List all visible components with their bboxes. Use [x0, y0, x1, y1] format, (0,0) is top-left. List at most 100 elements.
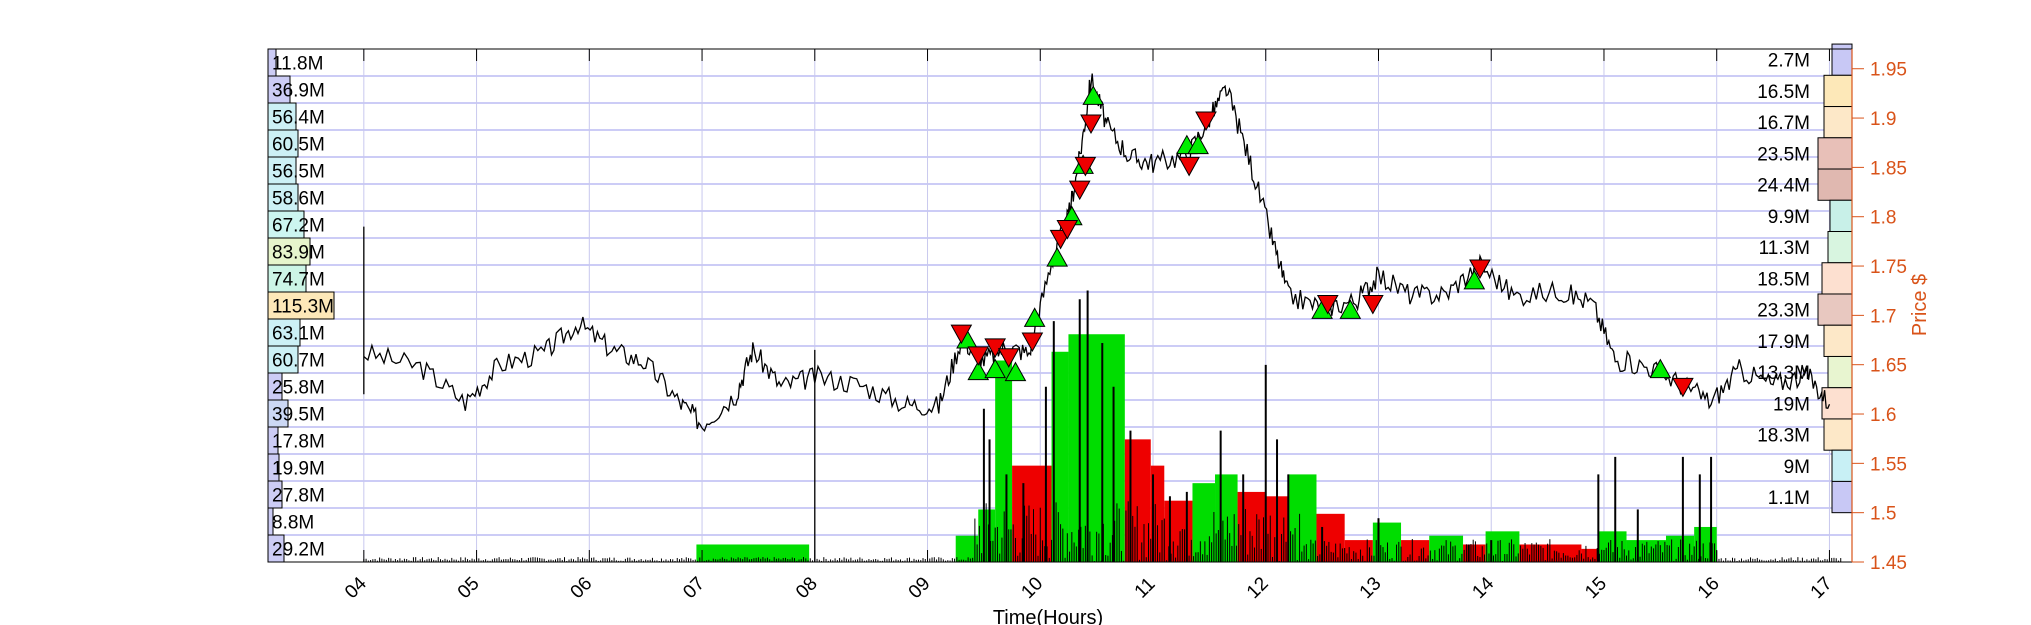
sell-marker [1056, 220, 1079, 240]
left-profile-label: 60.7M [272, 351, 325, 372]
volume-block [1694, 526, 1717, 562]
left-profile-label: 60.5M [272, 135, 325, 156]
buy-marker [967, 360, 990, 381]
buy-marker [984, 358, 1007, 379]
sell-marker [1672, 377, 1694, 398]
right-profile-label: 24.4M [1757, 176, 1810, 197]
trade-markers [950, 85, 1694, 398]
x-tick-label: 17 [1807, 573, 1837, 603]
left-volume-profile: 11.8M 36.9M 56.4M 60.5M 56.5M 58.6M 67.2M 83.9M… [267, 48, 335, 563]
x-tick-label: 09 [905, 573, 935, 603]
right-profile-bar [1823, 106, 1853, 139]
buy-marker [1046, 247, 1069, 267]
x-tick-label: 10 [1017, 573, 1047, 603]
left-profile-label: 58.6M [272, 189, 325, 210]
left-profile-label: 19.9M [272, 459, 325, 480]
right-profile-label: 17.9M [1757, 332, 1810, 353]
x-tick-label: 07 [679, 573, 709, 603]
left-profile-label: 74.7M [272, 270, 325, 291]
price-axis-title: Price $ [1909, 274, 1931, 336]
volume-block [955, 535, 979, 562]
left-profile-label: 39.5M [272, 405, 325, 426]
x-tick-label: 12 [1243, 573, 1273, 603]
volume-block [1068, 334, 1125, 562]
right-profile-bar [1821, 387, 1853, 420]
right-profile-label: 23.5M [1757, 144, 1810, 165]
right-profile-bar [1817, 168, 1853, 201]
left-profile-label: 8.8M [272, 513, 314, 534]
price-tick-label: 1.6 [1870, 405, 1896, 426]
left-profile-label: 63.1M [272, 324, 325, 345]
buy-marker [1004, 361, 1027, 382]
right-profile-bar [1821, 262, 1853, 295]
right-profile-label: 1.1M [1768, 488, 1810, 509]
left-profile-label: 115.3M [272, 297, 334, 318]
right-profile-label: 9M [1784, 457, 1810, 478]
x-tick-label: 04 [341, 573, 371, 603]
price-line [363, 73, 1831, 433]
sell-marker [1074, 156, 1097, 177]
left-profile-label: 27.8M [272, 486, 325, 507]
volume-block [1124, 439, 1151, 562]
x-tick-label: 13 [1356, 573, 1386, 603]
left-profile-label: 25.8M [272, 378, 325, 399]
sell-marker [1080, 114, 1102, 135]
price-tick-label: 1.45 [1870, 553, 1907, 574]
buy-marker [1082, 85, 1105, 105]
volume-block [1150, 465, 1165, 562]
sell-marker [1316, 295, 1339, 315]
volume-block [696, 544, 810, 562]
price-tick-label: 1.65 [1870, 356, 1907, 377]
price-tick-label: 1.55 [1870, 454, 1907, 475]
right-profile-label: 16.7M [1757, 113, 1810, 134]
left-profile-label: 56.4M [272, 108, 325, 129]
volume-block [1401, 540, 1430, 562]
price-tick-label: 1.95 [1870, 60, 1907, 81]
right-profile-label: 23.3M [1757, 301, 1810, 322]
buy-marker [1649, 358, 1672, 379]
left-profile-bar [267, 318, 301, 347]
right-profile-bar [1829, 199, 1853, 233]
sell-marker [1195, 111, 1217, 132]
right-profile-label: 18.3M [1757, 426, 1810, 447]
x-tick-label: 15 [1581, 573, 1611, 603]
right-profile-bar [1823, 418, 1853, 451]
right-profile-bar [1823, 324, 1853, 357]
sell-marker [967, 346, 990, 366]
x-tick-label: 05 [454, 573, 484, 603]
right-profile-bar [1817, 293, 1853, 326]
right-profile-bar [1831, 449, 1853, 482]
left-profile-bar [267, 102, 297, 131]
right-profile-label: 11.3M [1759, 238, 1810, 259]
x-tick-label: 11 [1131, 574, 1160, 603]
volume-block [1344, 540, 1373, 562]
buy-marker [1187, 134, 1209, 155]
right-profile-label: 9.9M [1768, 207, 1810, 228]
right-profile-label: 2.7M [1768, 51, 1810, 72]
volume-block [995, 360, 1013, 562]
left-profile-label: 29.2M [272, 540, 325, 561]
price-tick-label: 1.8 [1870, 208, 1896, 229]
buy-marker [1023, 307, 1046, 327]
right-profile-label: 19M [1773, 394, 1810, 415]
right-profile-bar [1827, 231, 1853, 264]
left-profile-label: 17.8M [272, 432, 325, 453]
right-profile-bar [1817, 137, 1853, 170]
sell-marker [1021, 332, 1044, 353]
sell-marker [997, 348, 1020, 368]
price-tick-label: 1.9 [1870, 109, 1896, 130]
right-profile-bar [1827, 355, 1853, 389]
x-tick-label: 14 [1468, 573, 1498, 603]
right-profile-bar [1831, 480, 1853, 514]
sell-marker [950, 324, 973, 345]
left-profile-label: 83.9M [272, 243, 325, 264]
sell-marker [1469, 259, 1491, 280]
x-tick-label: 06 [567, 573, 597, 603]
x-tick-label: 08 [792, 573, 822, 603]
price-tick-label: 1.85 [1870, 158, 1907, 179]
left-profile-bar [267, 291, 335, 320]
right-profile-label: 18.5M [1757, 269, 1810, 290]
sell-marker [1068, 180, 1091, 201]
right-profile-bar [1823, 74, 1853, 108]
